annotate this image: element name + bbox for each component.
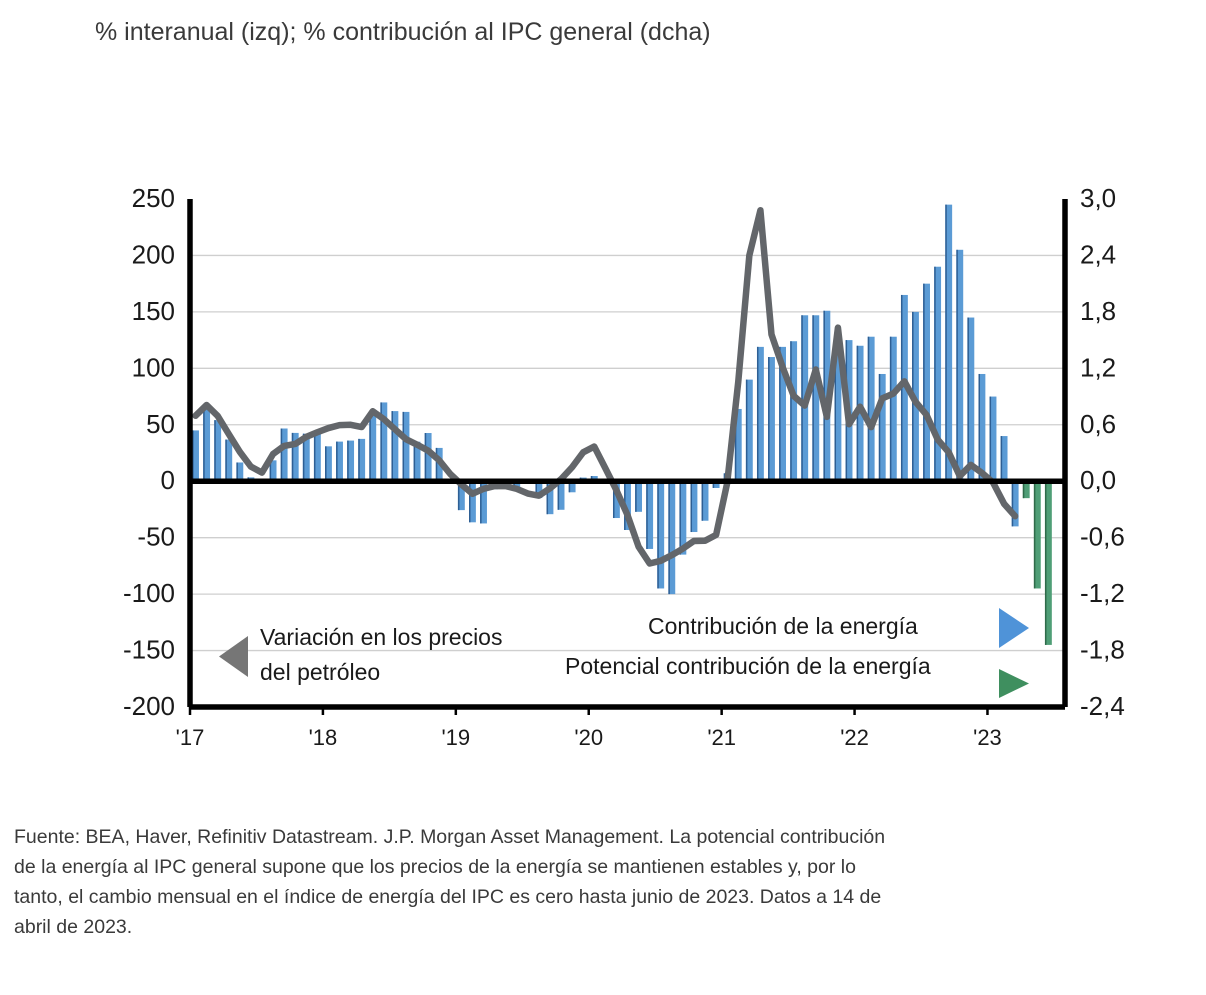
svg-text:3,0: 3,0 <box>1080 183 1116 213</box>
svg-text:'22: '22 <box>840 725 869 750</box>
svg-text:Potencial contribución de la e: Potencial contribución de la energía <box>565 653 931 679</box>
svg-text:-2,4: -2,4 <box>1080 691 1125 721</box>
svg-text:1,2: 1,2 <box>1080 352 1116 382</box>
svg-text:100: 100 <box>132 352 175 382</box>
svg-text:-200: -200 <box>123 691 175 721</box>
svg-text:-0,6: -0,6 <box>1080 522 1125 552</box>
svg-text:'21: '21 <box>707 725 736 750</box>
svg-text:-1,8: -1,8 <box>1080 635 1125 665</box>
svg-text:-150: -150 <box>123 635 175 665</box>
svg-text:Contribución de la energía: Contribución de la energía <box>648 613 918 639</box>
svg-text:150: 150 <box>132 296 175 326</box>
svg-text:'23: '23 <box>973 725 1002 750</box>
svg-text:0,0: 0,0 <box>1080 465 1116 495</box>
svg-text:-100: -100 <box>123 578 175 608</box>
svg-text:250: 250 <box>132 183 175 213</box>
svg-text:Variación en los precios: Variación en los precios <box>260 624 502 650</box>
svg-text:del petróleo: del petróleo <box>260 659 380 685</box>
svg-text:2,4: 2,4 <box>1080 239 1116 269</box>
svg-text:0,6: 0,6 <box>1080 409 1116 439</box>
svg-text:-1,2: -1,2 <box>1080 578 1125 608</box>
svg-text:% interanual (izq); % contribu: % interanual (izq); % contribución al IP… <box>95 18 711 46</box>
svg-text:'18: '18 <box>309 725 338 750</box>
svg-text:200: 200 <box>132 239 175 269</box>
svg-text:1,8: 1,8 <box>1080 296 1116 326</box>
svg-text:'20: '20 <box>574 725 603 750</box>
svg-text:'17: '17 <box>176 725 205 750</box>
svg-text:-50: -50 <box>137 522 175 552</box>
svg-text:50: 50 <box>146 409 175 439</box>
svg-text:0: 0 <box>161 465 175 495</box>
svg-text:'19: '19 <box>441 725 470 750</box>
